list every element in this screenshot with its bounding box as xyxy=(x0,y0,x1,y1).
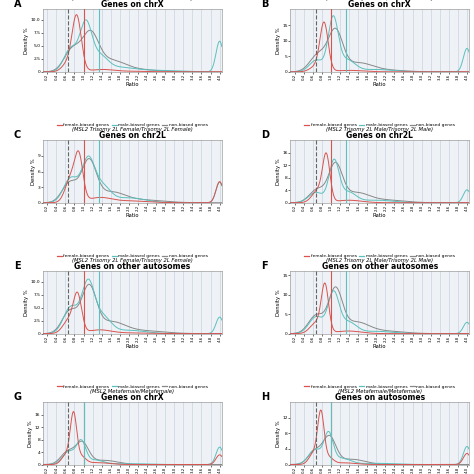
X-axis label: Ratio: Ratio xyxy=(126,82,139,87)
Legend: female-biased genes, male-biased genes, non-biased genes: female-biased genes, male-biased genes, … xyxy=(304,384,456,389)
Text: (MSL2 Trisomy 2L Female/Trisomy 2L Female): (MSL2 Trisomy 2L Female/Trisomy 2L Femal… xyxy=(72,0,192,1)
X-axis label: Ratio: Ratio xyxy=(126,344,139,348)
Title: Genes on chr2L: Genes on chr2L xyxy=(346,131,413,140)
Y-axis label: Density %: Density % xyxy=(276,27,281,54)
X-axis label: Ratio: Ratio xyxy=(373,344,386,348)
Title: Genes on chr2L: Genes on chr2L xyxy=(99,131,166,140)
Text: E: E xyxy=(14,261,20,271)
Legend: female-biased genes, male-biased genes, non-biased genes: female-biased genes, male-biased genes, … xyxy=(304,123,456,128)
Y-axis label: Density %: Density % xyxy=(31,158,36,185)
Text: D: D xyxy=(261,130,269,140)
Text: F: F xyxy=(261,261,268,271)
Text: H: H xyxy=(261,392,269,402)
Legend: female-biased genes, male-biased genes, non-biased genes: female-biased genes, male-biased genes, … xyxy=(56,254,208,258)
Text: (MSL2 Metafemale/Metafemale): (MSL2 Metafemale/Metafemale) xyxy=(90,389,174,394)
Title: Genes on chrX: Genes on chrX xyxy=(348,0,411,9)
Title: Genes on other autosomes: Genes on other autosomes xyxy=(74,262,191,271)
Text: C: C xyxy=(14,130,21,140)
Text: A: A xyxy=(14,0,21,9)
Legend: female-biased genes, male-biased genes, non-biased genes: female-biased genes, male-biased genes, … xyxy=(56,384,208,389)
Title: Genes on chrX: Genes on chrX xyxy=(101,0,164,9)
Y-axis label: Density %: Density % xyxy=(276,420,281,447)
Text: (MSL2 Trisomy 2L Male/Trisomy 2L Male): (MSL2 Trisomy 2L Male/Trisomy 2L Male) xyxy=(326,0,433,1)
Title: Genes on autosomes: Genes on autosomes xyxy=(335,393,425,402)
Y-axis label: Density %: Density % xyxy=(24,289,29,316)
Text: (MSL2 Trisomy 2L Male/Trisomy 2L Male): (MSL2 Trisomy 2L Male/Trisomy 2L Male) xyxy=(326,128,433,132)
X-axis label: Ratio: Ratio xyxy=(126,213,139,218)
Text: (MSL2 Trisomy 2L Male/Trisomy 2L Male): (MSL2 Trisomy 2L Male/Trisomy 2L Male) xyxy=(326,258,433,263)
Title: Genes on chrX: Genes on chrX xyxy=(101,393,164,402)
Text: G: G xyxy=(14,392,22,402)
Text: (MSL2 Trisomy 2L Female/Trisomy 2L Female): (MSL2 Trisomy 2L Female/Trisomy 2L Femal… xyxy=(72,258,192,263)
Y-axis label: Density %: Density % xyxy=(276,158,281,185)
Y-axis label: Density %: Density % xyxy=(276,289,281,316)
Legend: female-biased genes, male-biased genes, non-biased genes: female-biased genes, male-biased genes, … xyxy=(56,123,208,128)
Text: B: B xyxy=(261,0,269,9)
Y-axis label: Density %: Density % xyxy=(24,27,29,54)
Text: (MSL2 Trisomy 2L Female/Trisomy 2L Female): (MSL2 Trisomy 2L Female/Trisomy 2L Femal… xyxy=(72,128,192,132)
Text: (MSL2 Metafemale/Metafemale): (MSL2 Metafemale/Metafemale) xyxy=(337,389,422,394)
Y-axis label: Density %: Density % xyxy=(28,420,33,447)
Legend: female-biased genes, male-biased genes, non-biased genes: female-biased genes, male-biased genes, … xyxy=(304,254,456,258)
X-axis label: Ratio: Ratio xyxy=(373,213,386,218)
X-axis label: Ratio: Ratio xyxy=(373,82,386,87)
Title: Genes on other autosomes: Genes on other autosomes xyxy=(321,262,438,271)
